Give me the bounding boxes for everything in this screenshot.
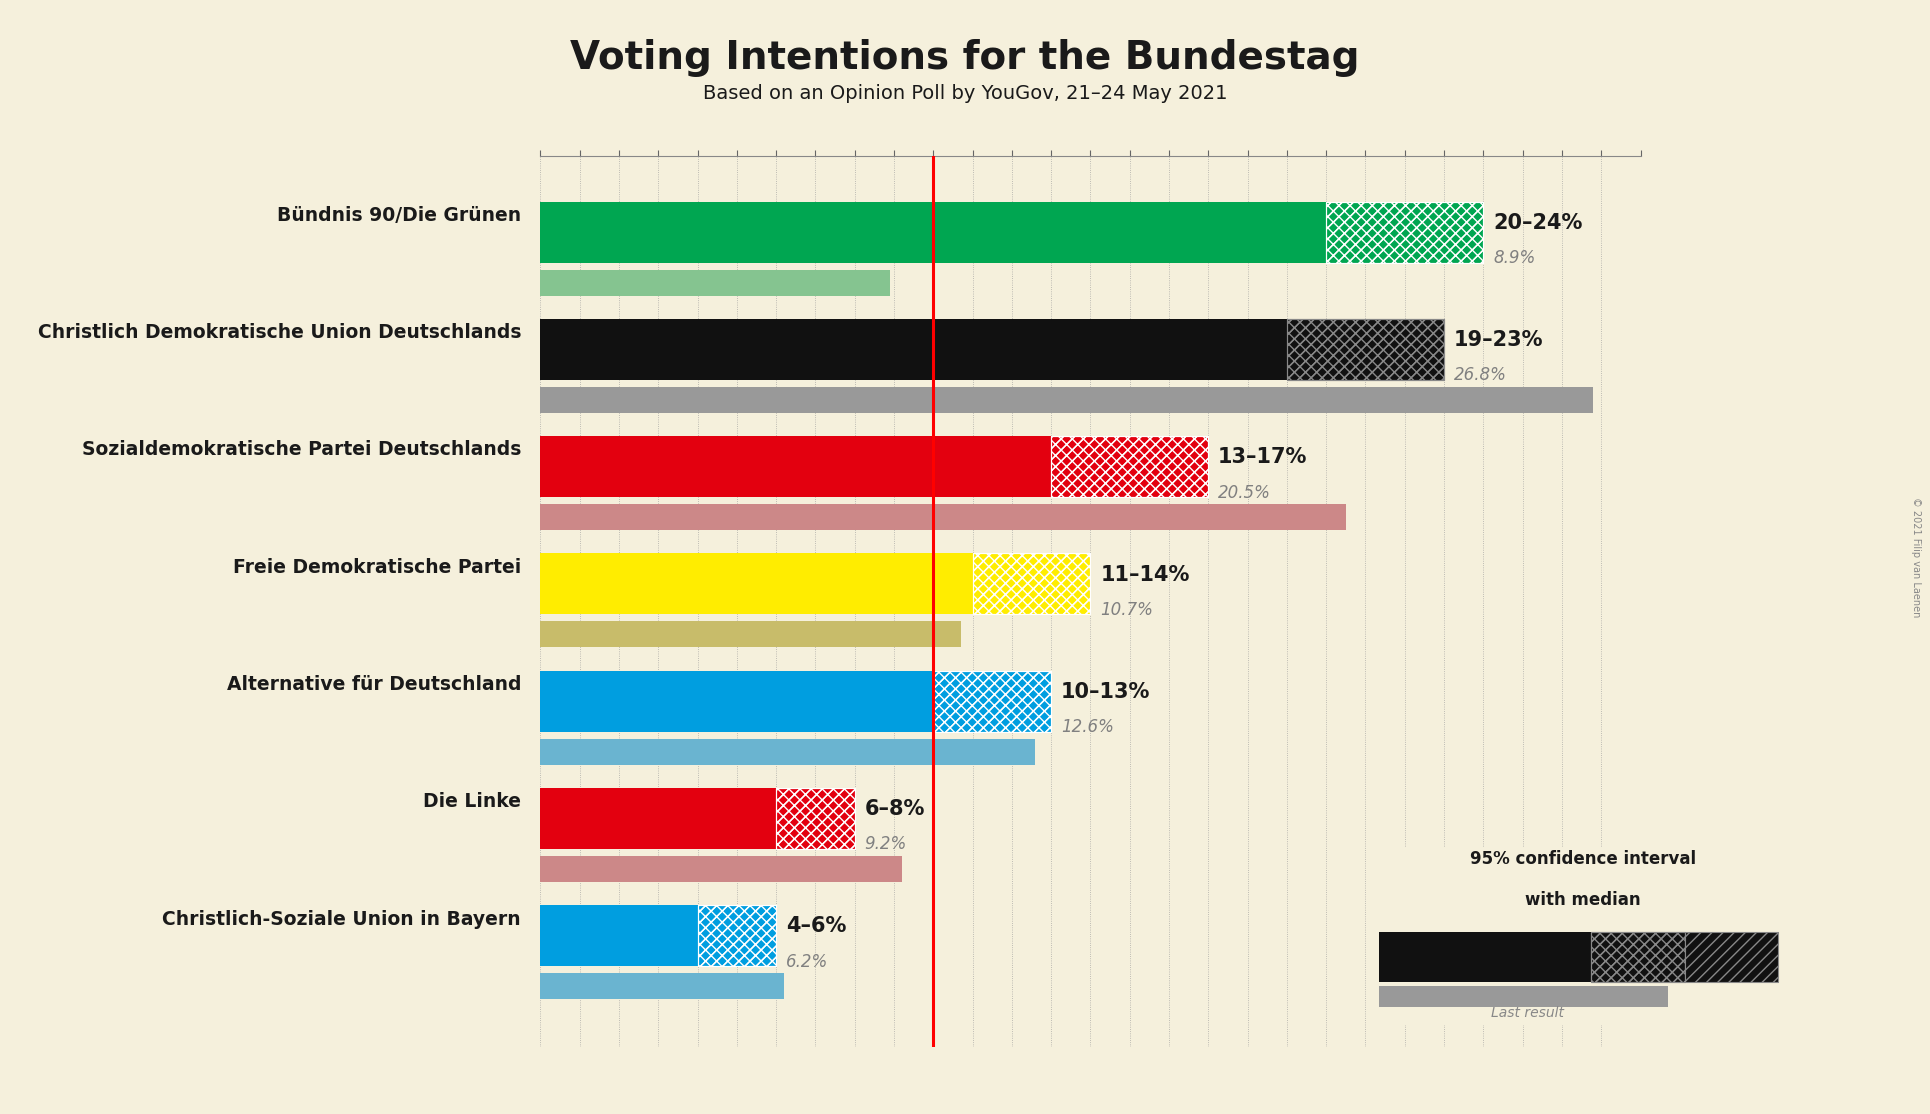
- Text: 20–24%: 20–24%: [1494, 213, 1583, 233]
- Bar: [1590, 932, 1685, 983]
- Text: 11–14%: 11–14%: [1100, 565, 1189, 585]
- Bar: [1052, 437, 1208, 497]
- Text: Christlich-Soziale Union in Bayern: Christlich-Soziale Union in Bayern: [162, 909, 521, 929]
- Text: 10.7%: 10.7%: [1100, 600, 1152, 618]
- Bar: [1378, 932, 1590, 983]
- Bar: [540, 270, 890, 295]
- Bar: [1378, 986, 1668, 1007]
- Bar: [1326, 202, 1484, 263]
- Text: 6.2%: 6.2%: [786, 952, 828, 970]
- Bar: [973, 554, 1090, 615]
- Bar: [540, 554, 973, 615]
- Text: Christlich Demokratische Union Deutschlands: Christlich Demokratische Union Deutschla…: [37, 323, 521, 342]
- Text: 8.9%: 8.9%: [1494, 248, 1536, 267]
- Bar: [1685, 932, 1778, 983]
- Bar: [540, 505, 1345, 530]
- Bar: [934, 671, 1052, 732]
- Text: Alternative für Deutschland: Alternative für Deutschland: [226, 675, 521, 694]
- Bar: [540, 437, 1052, 497]
- Text: 6–8%: 6–8%: [865, 799, 924, 819]
- Text: Bündnis 90/Die Grünen: Bündnis 90/Die Grünen: [278, 206, 521, 225]
- Text: 13–17%: 13–17%: [1218, 448, 1307, 468]
- Bar: [1287, 319, 1444, 380]
- Bar: [776, 788, 855, 849]
- Bar: [973, 554, 1090, 615]
- Text: 19–23%: 19–23%: [1453, 330, 1544, 350]
- Bar: [540, 671, 934, 732]
- Text: 9.2%: 9.2%: [865, 836, 907, 853]
- Text: Freie Demokratische Partei: Freie Demokratische Partei: [234, 558, 521, 577]
- Bar: [540, 739, 1036, 764]
- Bar: [776, 788, 855, 849]
- Text: 4–6%: 4–6%: [786, 917, 847, 937]
- Bar: [540, 856, 901, 882]
- Bar: [540, 788, 776, 849]
- Text: Die Linke: Die Linke: [423, 792, 521, 811]
- Bar: [1590, 932, 1685, 983]
- Bar: [697, 906, 776, 966]
- Text: 26.8%: 26.8%: [1453, 367, 1507, 384]
- Bar: [540, 319, 1287, 380]
- Bar: [1052, 437, 1208, 497]
- Text: Voting Intentions for the Bundestag: Voting Intentions for the Bundestag: [569, 39, 1361, 77]
- Bar: [1287, 319, 1444, 380]
- Text: 12.6%: 12.6%: [1062, 719, 1114, 736]
- Text: Last result: Last result: [1490, 1006, 1563, 1019]
- Bar: [934, 671, 1052, 732]
- Bar: [697, 906, 776, 966]
- Text: 95% confidence interval: 95% confidence interval: [1469, 850, 1696, 868]
- Text: Sozialdemokratische Partei Deutschlands: Sozialdemokratische Partei Deutschlands: [81, 440, 521, 459]
- Bar: [540, 906, 697, 966]
- Text: 20.5%: 20.5%: [1218, 483, 1272, 501]
- Text: © 2021 Filip van Laenen: © 2021 Filip van Laenen: [1911, 497, 1922, 617]
- Bar: [540, 202, 1326, 263]
- Bar: [540, 387, 1594, 413]
- Bar: [540, 974, 784, 999]
- Text: 10–13%: 10–13%: [1062, 682, 1150, 702]
- Text: with median: with median: [1525, 891, 1640, 909]
- Bar: [1326, 202, 1484, 263]
- Bar: [540, 622, 961, 647]
- Text: Based on an Opinion Poll by YouGov, 21–24 May 2021: Based on an Opinion Poll by YouGov, 21–2…: [703, 84, 1227, 102]
